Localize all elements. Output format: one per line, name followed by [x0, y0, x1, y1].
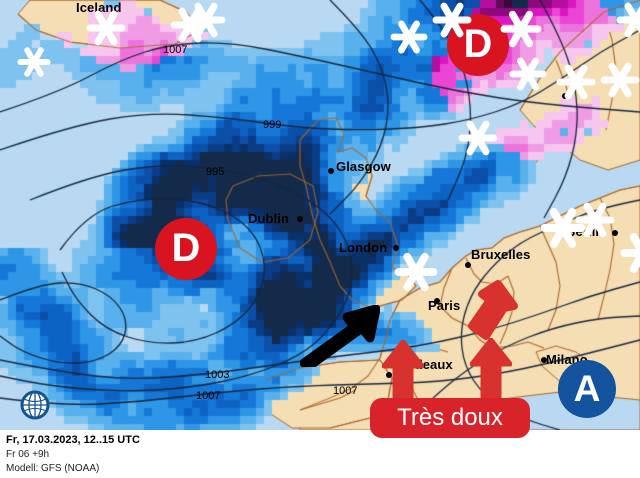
snowflake-icon	[556, 64, 596, 100]
city-label-iceland: Iceland	[76, 0, 122, 15]
city-dot-paris	[434, 298, 440, 304]
snowflake-icon	[600, 62, 640, 98]
pressure-centre-low-left: D	[155, 218, 217, 280]
warm-advection-arrow-3	[468, 280, 518, 340]
isobar-label: 1007	[196, 390, 221, 402]
model-run: Fr 06 +9h	[6, 449, 50, 460]
snowflake-icon	[186, 2, 226, 38]
city-dot-glasgow	[328, 168, 334, 174]
city-label-london: London	[339, 240, 388, 255]
city-dot-dublin	[297, 216, 303, 222]
snowflake-icon	[458, 120, 498, 156]
snowflake-icon	[390, 20, 428, 54]
city-dot-bruxelles	[465, 262, 471, 268]
forecast-map[interactable]: 1007 999 995 1003 1007 1007 Iceland Glasgow Dub…	[0, 0, 640, 430]
city-label-paris: Paris	[428, 298, 461, 313]
snowflake-icon	[575, 202, 615, 238]
city-dot-london	[393, 245, 399, 251]
footer-info-block: Fr, 17.03.2023, 12..15 UTC Fr 06 +9h Mod…	[6, 433, 140, 476]
model-name: Modell: GFS (NOAA)	[6, 463, 100, 474]
meteo-globe-logo	[20, 390, 50, 420]
city-label-bruxelles: Bruxelles	[471, 247, 531, 262]
warm-advection-arrow-2	[470, 338, 512, 402]
tres-doux-label: Très doux	[397, 404, 503, 431]
city-dot-berlin	[612, 230, 618, 236]
isobar-label: 999	[263, 119, 282, 131]
snowflake-icon	[394, 252, 438, 292]
footer-bar: Fr, 17.03.2023, 12..15 UTC Fr 06 +9h Mod…	[0, 430, 640, 478]
snowflake-icon	[432, 2, 472, 38]
city-label-dublin: Dublin	[248, 211, 290, 226]
city-dot-bordeaux	[386, 372, 392, 378]
snowflake-icon	[540, 207, 586, 249]
city-dot-milano	[541, 357, 547, 363]
cold-advection-arrow	[300, 305, 380, 367]
isobar-label: 1007	[163, 44, 188, 56]
isobar-label: 1007	[333, 385, 358, 397]
isobar-label: 995	[206, 166, 225, 178]
tres-doux-annotation: Très doux	[370, 398, 530, 438]
snowflake-icon	[616, 2, 640, 38]
snowflake-icon	[509, 57, 547, 91]
isobar-label: 1003	[205, 369, 230, 381]
snowflake-icon	[620, 232, 640, 274]
snowflake-icon	[500, 10, 542, 48]
validity-time: Fr, 17.03.2023, 12..15 UTC	[6, 434, 140, 446]
snowflake-icon	[17, 47, 51, 77]
snowflake-icon	[86, 10, 126, 46]
warm-advection-arrow-1	[382, 340, 424, 402]
city-label-glasgow: Glasgow	[336, 159, 391, 174]
pressure-centre-high-right: A	[558, 360, 616, 418]
